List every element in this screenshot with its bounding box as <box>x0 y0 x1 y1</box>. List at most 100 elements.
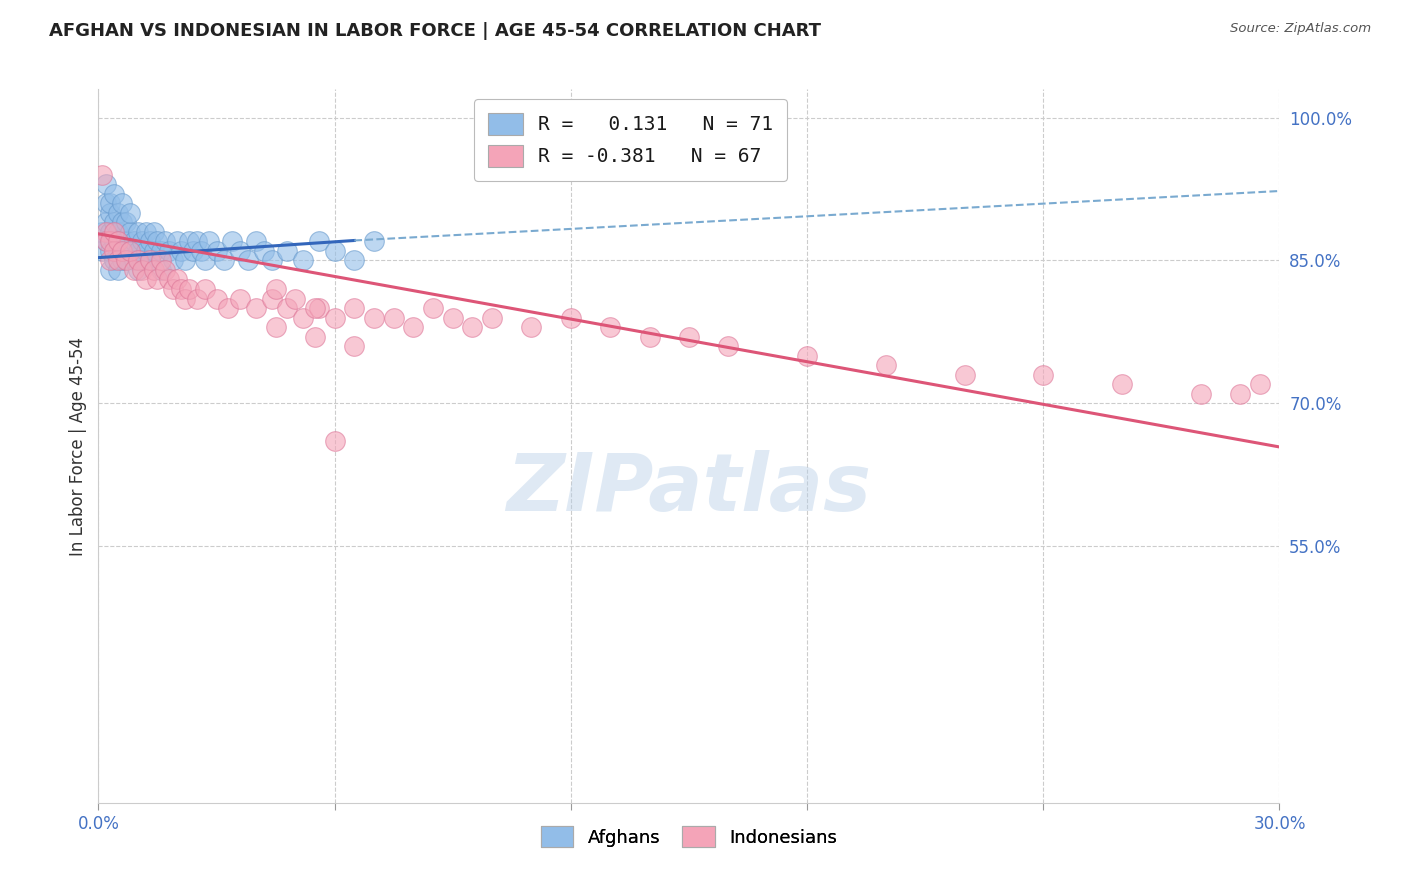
Point <box>131 253 153 268</box>
Point <box>422 301 444 315</box>
Point <box>96 196 118 211</box>
Point <box>308 235 330 249</box>
Point <box>402 320 425 334</box>
Point <box>382 310 405 325</box>
Point <box>264 282 287 296</box>
Point <box>98 253 121 268</box>
Point <box>98 244 121 258</box>
Point <box>107 235 129 249</box>
Point <box>98 225 121 239</box>
Point <box>214 253 236 268</box>
Point <box>127 253 149 268</box>
Point <box>796 349 818 363</box>
Point <box>481 310 503 325</box>
Point <box>245 301 267 315</box>
Point <box>150 244 173 258</box>
Point <box>245 235 267 249</box>
Point <box>118 206 141 220</box>
Point <box>174 253 197 268</box>
Point <box>205 244 228 258</box>
Point <box>115 253 138 268</box>
Point <box>142 244 165 258</box>
Point <box>343 253 366 268</box>
Point <box>103 253 125 268</box>
Point <box>96 235 118 249</box>
Point <box>363 310 385 325</box>
Point <box>166 235 188 249</box>
Text: AFGHAN VS INDONESIAN IN LABOR FORCE | AGE 45-54 CORRELATION CHART: AFGHAN VS INDONESIAN IN LABOR FORCE | AG… <box>49 22 821 40</box>
Point <box>98 196 121 211</box>
Point <box>177 282 200 296</box>
Point <box>98 263 121 277</box>
Point <box>131 235 153 249</box>
Point <box>1111 377 1133 392</box>
Point <box>343 301 366 315</box>
Point <box>138 253 160 268</box>
Point <box>323 310 346 325</box>
Point <box>96 178 118 192</box>
Point <box>284 292 307 306</box>
Point <box>260 292 283 306</box>
Point <box>520 320 543 334</box>
Point <box>96 215 118 229</box>
Point <box>162 282 184 296</box>
Point <box>162 253 184 268</box>
Point <box>155 235 177 249</box>
Point <box>98 206 121 220</box>
Point <box>304 301 326 315</box>
Point <box>135 272 157 286</box>
Point <box>103 244 125 258</box>
Point <box>717 339 740 353</box>
Point <box>122 263 145 277</box>
Point <box>205 292 228 306</box>
Y-axis label: In Labor Force | Age 45-54: In Labor Force | Age 45-54 <box>69 336 87 556</box>
Point <box>174 292 197 306</box>
Point <box>953 368 976 382</box>
Point <box>115 215 138 229</box>
Point <box>1189 386 1212 401</box>
Point <box>111 215 134 229</box>
Point <box>276 244 298 258</box>
Point <box>157 244 180 258</box>
Point <box>118 244 141 258</box>
Point <box>323 434 346 449</box>
Point <box>1032 368 1054 382</box>
Point <box>190 244 212 258</box>
Point <box>363 235 385 249</box>
Point <box>111 244 134 258</box>
Point <box>146 235 169 249</box>
Point <box>118 225 141 239</box>
Point <box>678 329 700 343</box>
Point <box>118 244 141 258</box>
Point <box>217 301 239 315</box>
Point <box>103 235 125 249</box>
Point <box>308 301 330 315</box>
Point <box>115 253 138 268</box>
Point <box>150 253 173 268</box>
Point <box>127 244 149 258</box>
Point <box>107 225 129 239</box>
Point <box>91 168 114 182</box>
Point <box>638 329 661 343</box>
Point <box>107 235 129 249</box>
Point <box>107 253 129 268</box>
Point <box>135 244 157 258</box>
Point <box>103 186 125 201</box>
Point <box>155 263 177 277</box>
Point <box>276 301 298 315</box>
Point <box>135 225 157 239</box>
Point <box>142 225 165 239</box>
Point <box>111 253 134 268</box>
Point <box>107 263 129 277</box>
Point <box>146 272 169 286</box>
Point <box>186 292 208 306</box>
Point <box>461 320 484 334</box>
Point <box>1229 386 1251 401</box>
Point <box>441 310 464 325</box>
Point <box>107 244 129 258</box>
Point <box>560 310 582 325</box>
Point <box>304 329 326 343</box>
Text: Source: ZipAtlas.com: Source: ZipAtlas.com <box>1230 22 1371 36</box>
Point <box>253 244 276 258</box>
Point <box>170 244 193 258</box>
